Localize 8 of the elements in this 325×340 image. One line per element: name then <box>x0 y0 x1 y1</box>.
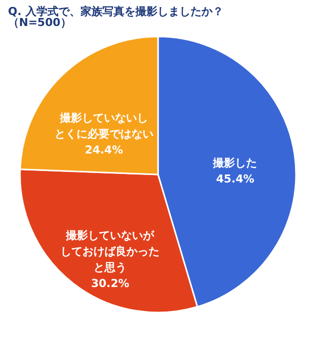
data-label: 45.4% <box>216 172 254 186</box>
chart-title: Q. 入学式で、家族写真を撮影しましたか？ <box>8 5 224 18</box>
data-label: 24.4% <box>84 143 123 156</box>
slice-label: 撮影した <box>212 156 258 170</box>
slice-label: 撮影していないがしておけば良かったと思う <box>60 229 160 274</box>
chart-subtitle: （N=500） <box>8 16 72 29</box>
data-label: 30.2% <box>91 277 130 290</box>
slice-label: 撮影していないしとくに必要ではない <box>54 111 154 140</box>
